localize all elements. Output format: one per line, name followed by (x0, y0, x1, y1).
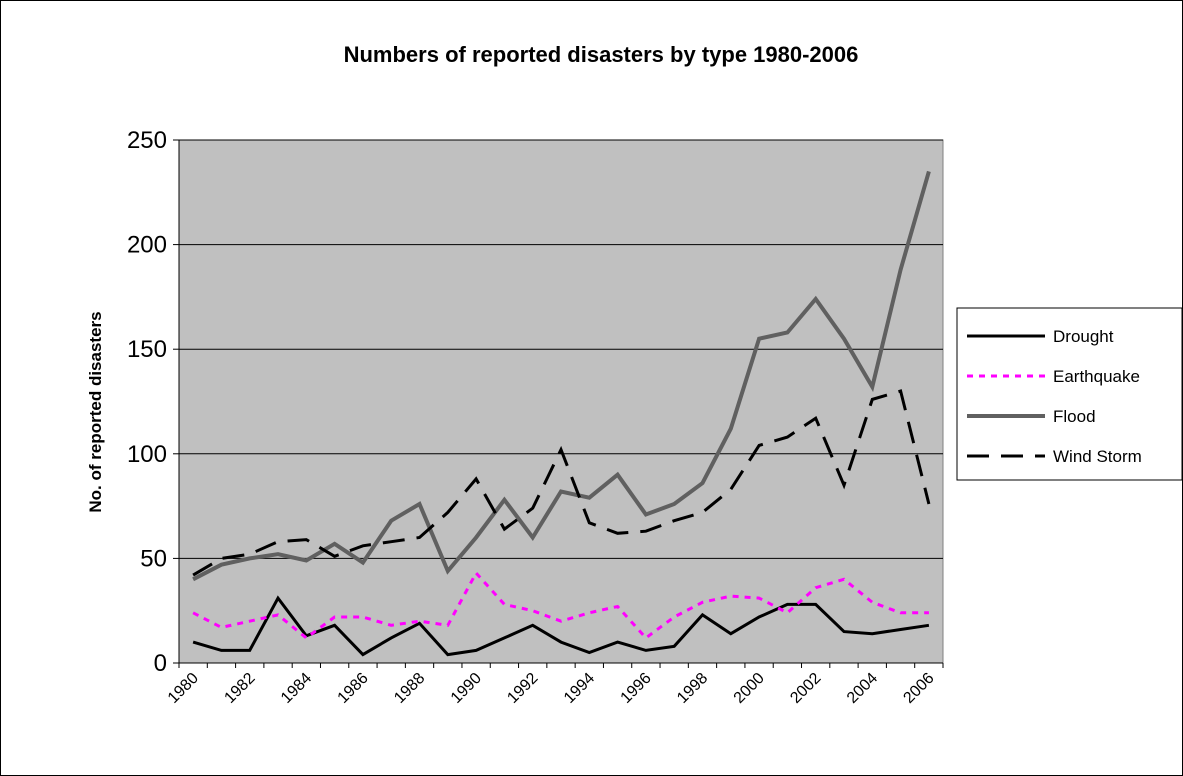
y-axis-label: No. of reported disasters (86, 311, 105, 512)
x-tick-label: 2002 (787, 670, 824, 707)
y-tick-label: 200 (127, 232, 167, 259)
y-tick-label: 100 (127, 441, 167, 468)
x-tick-label: 1992 (504, 670, 541, 707)
x-tick-label: 1988 (391, 670, 428, 707)
x-tick-label: 2006 (900, 670, 937, 707)
x-tick-label: 1994 (561, 670, 598, 707)
legend-label-drought: Drought (1053, 327, 1114, 346)
y-tick-label: 0 (154, 650, 167, 677)
legend-label-flood: Flood (1053, 407, 1096, 426)
x-tick-label: 1986 (335, 670, 372, 707)
x-tick-label: 1998 (674, 670, 711, 707)
series-lines (192, 170, 931, 657)
y-tick-label: 50 (140, 545, 167, 572)
x-tick-label: 1980 (165, 670, 202, 707)
x-tick-label: 1984 (278, 670, 315, 707)
plot-area (178, 139, 944, 664)
legend: Drought Earthquake Flood Wind Storm (956, 307, 1183, 481)
x-tick-label: 2000 (731, 670, 768, 707)
legend-label-wind-storm: Wind Storm (1053, 447, 1142, 466)
series-line-wind-storm (192, 389, 931, 577)
legend-label-earthquake: Earthquake (1053, 367, 1140, 386)
x-tick-label: 1996 (618, 670, 655, 707)
series-line-flood (192, 170, 931, 582)
x-tick-label: 2004 (844, 670, 881, 707)
axes: 0 50 100 150 200 250 1980 1982 1984 1986 1988 1990 1… (127, 127, 944, 707)
y-tick-label: 150 (127, 336, 167, 363)
x-tick-label: 1982 (221, 670, 258, 707)
series-line-earthquake (192, 570, 929, 640)
chart-title: Numbers of reported disasters by type 19… (344, 42, 859, 67)
y-tick-label: 250 (127, 127, 167, 154)
x-tick-label: 1990 (448, 670, 485, 707)
